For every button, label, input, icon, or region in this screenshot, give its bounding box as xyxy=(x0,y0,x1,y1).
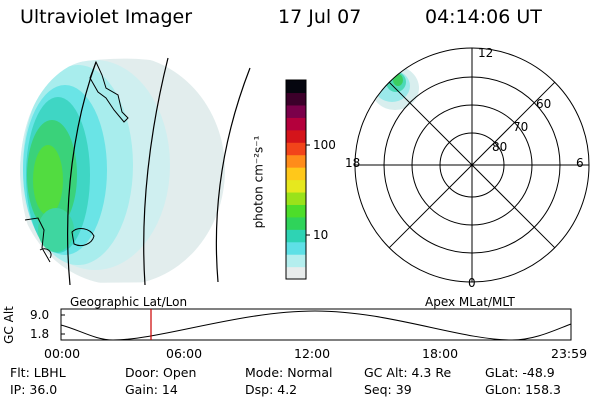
colorbar-segment xyxy=(286,154,306,168)
status-door: Door: Open xyxy=(125,365,197,380)
colorbar-segment xyxy=(286,216,306,230)
status-gcalt: GC Alt: 4.3 Re xyxy=(364,365,452,380)
status-flt: Flt: LBHL xyxy=(10,365,66,380)
gc-alt-axis-label: GC Alt xyxy=(1,306,16,344)
colorbar-segment xyxy=(286,229,306,243)
colorbar-tick-100: 100 xyxy=(313,138,336,152)
status-seq: Seq: 39 xyxy=(364,382,412,397)
right-panel-label: Apex MLat/MLT xyxy=(425,295,515,309)
polar-image xyxy=(354,47,590,283)
status-mode: Mode: Normal xyxy=(245,365,333,380)
colorbar-segment xyxy=(286,266,306,280)
colorbar-segment xyxy=(286,179,306,193)
status-ip: IP: 36.0 xyxy=(10,382,58,397)
colorbar-segment xyxy=(286,254,306,268)
status-glat: GLat: -48.9 xyxy=(485,365,555,380)
lat-label-60: 60 xyxy=(536,97,552,111)
lat-label-70: 70 xyxy=(513,120,529,134)
mlt-label-18: 18 xyxy=(345,156,361,170)
colorbar-segment xyxy=(286,80,306,94)
colorbar-segment xyxy=(286,92,306,106)
time-tick-0000: 00:00 xyxy=(44,346,81,361)
status-glon: GLon: 158.3 xyxy=(485,382,561,397)
mlt-label-6: 6 xyxy=(576,156,584,170)
time-tick-0600: 06:00 xyxy=(166,346,203,361)
colorbar-segment xyxy=(286,104,306,118)
colorbar-segment xyxy=(286,142,306,156)
colorbar-tick-10: 10 xyxy=(313,228,329,242)
colorbar-segment xyxy=(286,167,306,181)
geographic-image xyxy=(20,57,251,286)
image-time: 04:14:06 UT xyxy=(425,6,542,28)
alt-tick-1-8: 1.8 xyxy=(30,327,50,341)
left-panel-label: Geographic Lat/Lon xyxy=(70,295,188,309)
mlt-label-12: 12 xyxy=(478,46,494,60)
time-tick-2359: 23:59 xyxy=(551,346,588,361)
status-dsp: Dsp: 4.2 xyxy=(245,382,298,397)
time-tick-1200: 12:00 xyxy=(294,346,331,361)
colorbar-unit-label: photon cm⁻²s⁻¹ xyxy=(251,135,266,229)
colorbar-segment xyxy=(286,117,306,131)
colorbar-segment xyxy=(286,191,306,205)
alt-tick-9: 9.0 xyxy=(30,308,50,322)
colorbar xyxy=(285,79,310,280)
colorbar-segment xyxy=(286,129,306,143)
colorbar-segment xyxy=(286,204,306,218)
image-date: 17 Jul 07 xyxy=(278,6,362,28)
colorbar-segment xyxy=(286,241,306,255)
altitude-plot xyxy=(60,308,572,341)
image-title: Ultraviolet Imager xyxy=(20,6,193,28)
mlt-label-0: 0 xyxy=(468,276,476,290)
time-tick-1800: 18:00 xyxy=(422,346,459,361)
lat-label-80: 80 xyxy=(492,140,508,154)
status-gain: Gain: 14 xyxy=(125,382,178,397)
